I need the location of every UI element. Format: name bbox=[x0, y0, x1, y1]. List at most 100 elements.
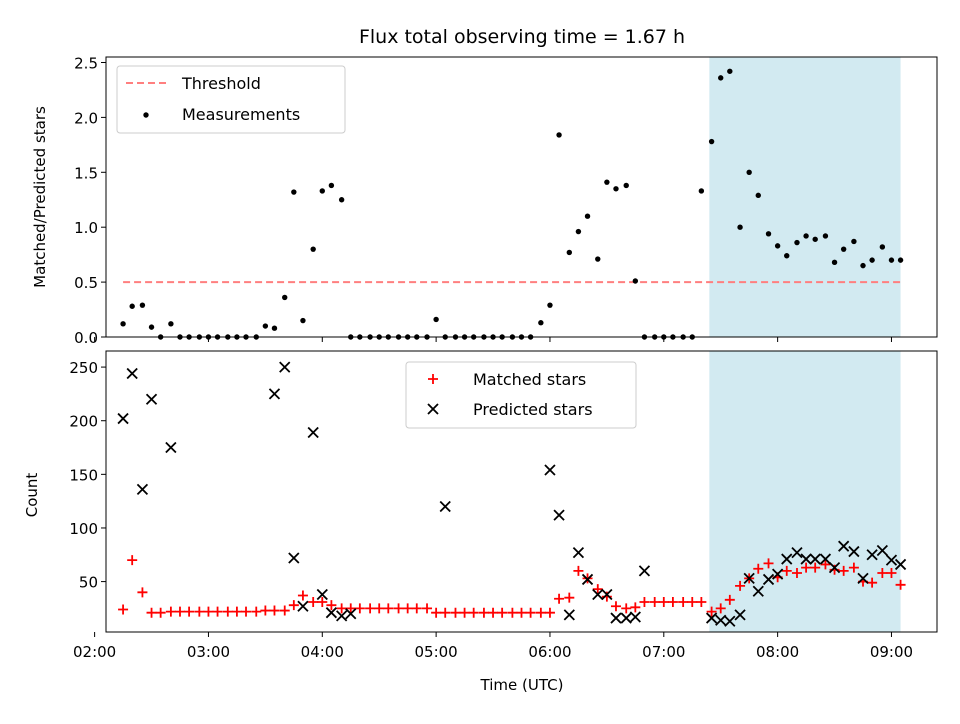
data-point bbox=[620, 612, 632, 624]
data-point bbox=[639, 596, 650, 607]
data-point bbox=[831, 259, 838, 266]
data-point bbox=[698, 188, 705, 194]
data-point bbox=[241, 606, 252, 617]
y-tick-label: 1.0 bbox=[74, 219, 98, 237]
data-point bbox=[621, 603, 632, 614]
data-point bbox=[393, 603, 404, 614]
data-point bbox=[885, 554, 898, 566]
series-measurements bbox=[120, 68, 904, 340]
data-point bbox=[810, 562, 821, 573]
y-tick-label: 200 bbox=[69, 413, 98, 431]
legend-measurements-swatch bbox=[143, 112, 149, 118]
data-point bbox=[867, 577, 878, 588]
bottom-xlabel: Time (UTC) bbox=[480, 676, 564, 694]
data-point bbox=[629, 611, 641, 623]
data-point bbox=[433, 316, 439, 323]
data-point bbox=[649, 596, 660, 607]
data-point bbox=[876, 544, 888, 557]
legend-box bbox=[116, 65, 346, 134]
legend-predicted-swatch bbox=[427, 403, 439, 415]
data-point bbox=[763, 558, 774, 569]
data-point bbox=[297, 600, 309, 612]
data-point bbox=[271, 325, 278, 331]
data-point bbox=[755, 192, 761, 199]
data-point bbox=[857, 572, 869, 585]
data-point bbox=[791, 568, 802, 579]
y-tick-label: 150 bbox=[69, 466, 98, 484]
data-point bbox=[194, 606, 205, 617]
shaded-region bbox=[709, 351, 901, 632]
y-tick-label: 100 bbox=[69, 520, 98, 538]
data-point bbox=[575, 228, 582, 235]
data-point bbox=[705, 612, 718, 624]
data-point bbox=[291, 189, 297, 195]
data-point bbox=[155, 607, 166, 618]
data-point bbox=[308, 596, 319, 607]
chart-title: Flux total observing time = 1.67 h bbox=[359, 26, 685, 48]
y-tick-label: 1.5 bbox=[74, 164, 98, 182]
data-point bbox=[336, 610, 348, 622]
legend-threshold-label: Threshold bbox=[181, 74, 261, 93]
data-point bbox=[572, 546, 585, 559]
data-point bbox=[724, 594, 735, 605]
data-point bbox=[319, 188, 325, 194]
data-point bbox=[345, 608, 357, 620]
data-point bbox=[595, 256, 601, 262]
data-point bbox=[127, 555, 138, 566]
data-point bbox=[601, 588, 613, 601]
data-point bbox=[687, 596, 698, 607]
data-point bbox=[592, 588, 604, 601]
y-tick-label: 0.5 bbox=[74, 274, 98, 292]
data-point bbox=[592, 584, 603, 595]
data-point bbox=[137, 587, 148, 598]
data-point bbox=[753, 563, 764, 574]
data-point bbox=[630, 602, 641, 613]
data-point bbox=[297, 590, 308, 601]
x-tick-label: 07:00 bbox=[642, 643, 685, 661]
data-point bbox=[168, 321, 174, 327]
data-point bbox=[879, 244, 886, 250]
x-tick-label: 03:00 bbox=[187, 643, 230, 661]
data-point bbox=[317, 596, 328, 607]
data-point bbox=[801, 562, 812, 573]
data-point bbox=[316, 588, 328, 601]
data-point bbox=[126, 367, 138, 380]
data-point bbox=[544, 464, 556, 476]
data-point bbox=[516, 607, 527, 618]
data-point bbox=[771, 568, 784, 580]
data-point bbox=[809, 553, 821, 565]
data-point bbox=[129, 303, 135, 309]
data-point bbox=[203, 606, 214, 617]
data-point bbox=[866, 549, 878, 561]
data-point bbox=[282, 294, 288, 301]
data-point bbox=[307, 426, 319, 439]
data-point bbox=[746, 169, 752, 175]
data-point bbox=[402, 603, 413, 614]
data-point bbox=[165, 606, 176, 617]
data-point bbox=[781, 565, 792, 576]
data-point bbox=[888, 257, 895, 263]
data-point bbox=[268, 388, 281, 400]
data-point bbox=[658, 596, 669, 607]
shaded-region bbox=[709, 57, 901, 337]
data-point bbox=[310, 246, 316, 252]
data-point bbox=[812, 236, 818, 242]
data-point bbox=[613, 186, 619, 192]
data-point bbox=[354, 603, 365, 614]
data-point bbox=[300, 317, 306, 324]
data-point bbox=[762, 573, 775, 586]
bottom-subplot: Count Time (UTC) 50 100 150 200 250 02:00 03:0… bbox=[23, 350, 938, 694]
data-point bbox=[439, 500, 451, 513]
data-point bbox=[525, 607, 536, 618]
data-point bbox=[696, 596, 707, 607]
data-point bbox=[212, 606, 223, 617]
data-point bbox=[374, 603, 385, 614]
data-point bbox=[554, 593, 565, 604]
data-point bbox=[638, 565, 651, 577]
x-tick-label: 04:00 bbox=[301, 643, 344, 661]
data-point bbox=[734, 609, 746, 621]
data-point bbox=[851, 238, 857, 245]
data-point bbox=[706, 606, 717, 617]
data-point bbox=[269, 605, 280, 616]
